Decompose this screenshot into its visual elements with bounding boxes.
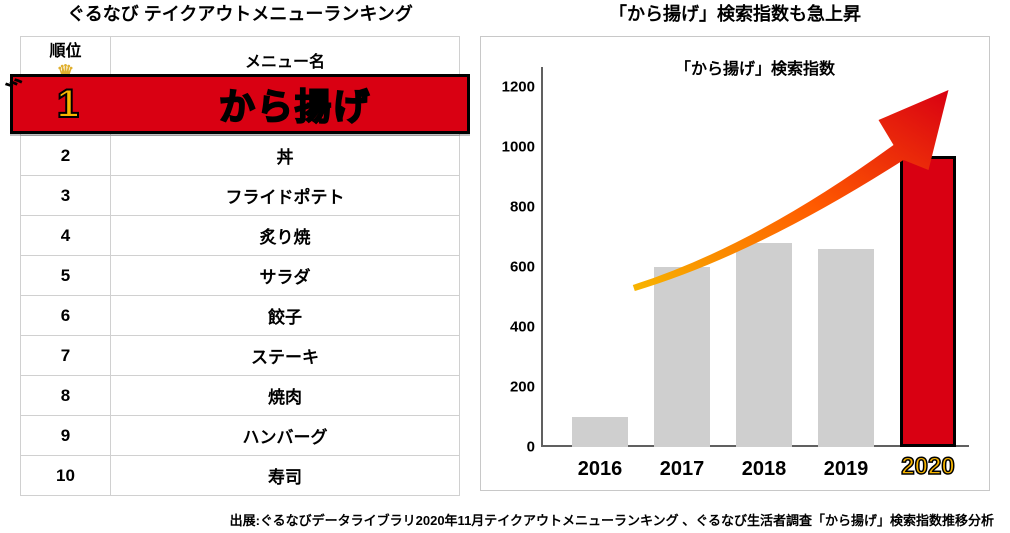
name-cell: 炙り焼	[111, 216, 460, 256]
name-cell: フライドポテト	[111, 176, 460, 216]
y-axis-line	[541, 67, 543, 447]
chart-bar	[654, 267, 710, 447]
chart-title: 「から揚げ」検索指数	[541, 55, 969, 79]
chart-bar	[736, 243, 792, 447]
ranking-panel: ぐるなび テイクアウトメニューランキング 順位 ♛ メニュー名 2丼3フライドポ…	[20, 0, 460, 496]
x-tick-label: 2019	[806, 458, 886, 481]
table-row: 4炙り焼	[21, 216, 460, 256]
name-cell: 寿司	[111, 456, 460, 496]
name-cell: 焼肉	[111, 376, 460, 416]
y-tick-label: 800	[491, 199, 535, 216]
y-tick-label: 1000	[491, 139, 535, 156]
chart-bar	[900, 156, 956, 447]
table-row: 6餃子	[21, 296, 460, 336]
table-row: 5サラダ	[21, 256, 460, 296]
chart-heading: 「から揚げ」検索指数も急上昇	[480, 0, 990, 26]
y-tick-label: 600	[491, 259, 535, 276]
table-row: 7ステーキ	[21, 336, 460, 376]
chart-panel: 「から揚げ」検索指数も急上昇 「から揚げ」検索指数 02004006008001…	[480, 0, 990, 496]
rank-cell: 10	[21, 456, 111, 496]
rank-cell: 4	[21, 216, 111, 256]
x-tick-label: 2017	[642, 458, 722, 481]
table-row: 3フライドポテト	[21, 176, 460, 216]
chart-bar	[572, 417, 628, 447]
chart-plot: 0200400600800100012002016201720182019202…	[541, 87, 969, 447]
x-tick-label: 2020	[888, 453, 968, 481]
table-row: 9ハンバーグ	[21, 416, 460, 456]
table-row: 10寿司	[21, 456, 460, 496]
name-cell: 丼	[111, 136, 460, 176]
name-cell: 餃子	[111, 296, 460, 336]
chart-bar	[818, 249, 874, 447]
rank-cell: 2	[21, 136, 111, 176]
x-tick-label: 2018	[724, 458, 804, 481]
y-tick-label: 400	[491, 319, 535, 336]
table-row: 8焼肉	[21, 376, 460, 416]
rank1-name: から揚げ	[123, 78, 467, 130]
rank1-number: 1	[13, 82, 123, 127]
rank-cell: 8	[21, 376, 111, 416]
ranking-title: ぐるなび テイクアウトメニューランキング	[20, 0, 460, 26]
ranking-row-highlight: 、、、 1 から揚げ	[10, 74, 470, 134]
name-cell: ハンバーグ	[111, 416, 460, 456]
y-tick-label: 1200	[491, 79, 535, 96]
name-cell: サラダ	[111, 256, 460, 296]
rank-cell: 5	[21, 256, 111, 296]
rank-cell: 6	[21, 296, 111, 336]
rank-cell: 7	[21, 336, 111, 376]
rank-cell: 3	[21, 176, 111, 216]
rank-cell: 9	[21, 416, 111, 456]
ranking-header-rank-text: 順位	[49, 43, 81, 60]
chart-box: 「から揚げ」検索指数 02004006008001000120020162017…	[480, 36, 990, 491]
name-cell: ステーキ	[111, 336, 460, 376]
table-row: 2丼	[21, 136, 460, 176]
source-footnote: 出展:ぐるなびデータライブラリ2020年11月テイクアウトメニューランキング 、…	[16, 510, 994, 529]
y-tick-label: 200	[491, 379, 535, 396]
y-tick-label: 0	[491, 439, 535, 456]
x-tick-label: 2016	[560, 458, 640, 481]
